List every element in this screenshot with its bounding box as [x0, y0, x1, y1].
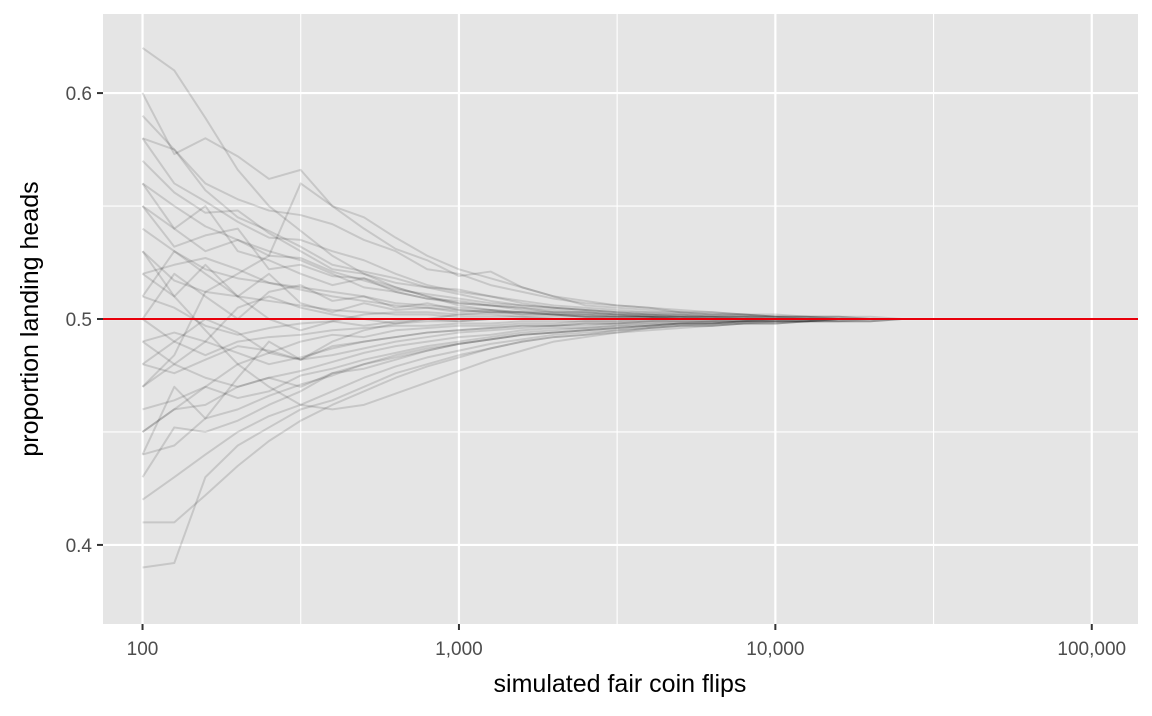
x-tick-label: 100	[127, 639, 159, 660]
y-tick-label: 0.4	[66, 536, 93, 557]
x-tick-label: 1,000	[435, 639, 483, 660]
y-tick-label: 0.5	[66, 310, 92, 331]
y-axis: 0.4 0.5 0.6	[66, 84, 103, 557]
y-tick-label: 0.6	[66, 84, 92, 105]
x-axis: 100 1,000 10,000 100,000	[127, 624, 1126, 660]
x-axis-title: simulated fair coin flips	[494, 670, 747, 698]
x-tick-label: 10,000	[746, 639, 804, 660]
x-tick-label: 100,000	[1057, 639, 1126, 660]
y-axis-title: proportion landing heads	[16, 181, 44, 456]
